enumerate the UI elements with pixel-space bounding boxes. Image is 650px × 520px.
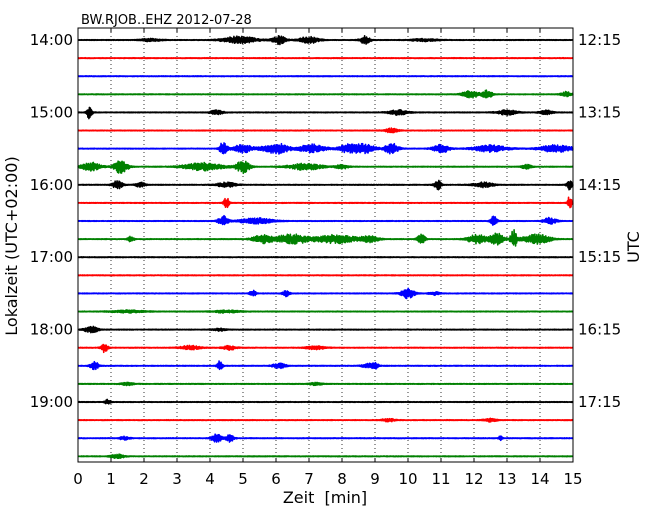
trace-line: [77, 398, 574, 405]
trace-line: [77, 56, 574, 60]
x-tick-label: 13: [497, 470, 516, 488]
trace-line: [77, 287, 574, 300]
trace-line: [77, 256, 574, 259]
x-tick-label: 4: [205, 470, 215, 488]
x-tick-label: 6: [271, 470, 281, 488]
left-axis-ticks: 14:00 15:00 16:00 17:00 18:00 19:00: [30, 31, 82, 411]
x-tick-label: 3: [172, 470, 182, 488]
x-tick-label: 0: [73, 470, 83, 488]
x-tick-label: 8: [337, 470, 347, 488]
x-tick-label: 7: [304, 470, 314, 488]
trace-line: [77, 106, 574, 120]
x-tick-label: 15: [563, 470, 582, 488]
left-tick-label: 17:00: [30, 248, 73, 266]
x-tick-label: 12: [464, 470, 483, 488]
trace-line: [77, 179, 574, 191]
x-axis-label: Zeit [min]: [283, 488, 367, 507]
trace-line: [77, 381, 574, 387]
left-tick-label: 14:00: [30, 31, 73, 49]
trace-line: [77, 214, 574, 226]
x-tick-label: 5: [238, 470, 248, 488]
x-tick-label: 9: [370, 470, 380, 488]
y-axis-label-left: Lokalzeit (UTC+02:00): [2, 156, 21, 335]
trace-line: [77, 229, 574, 247]
left-tick-label: 19:00: [30, 393, 73, 411]
trace-line: [77, 75, 574, 78]
trace-line: [77, 127, 574, 134]
trace-line: [77, 142, 574, 155]
x-tick-label: 11: [431, 470, 450, 488]
grid-lines: [110, 28, 541, 462]
x-axis-ticks: 0 1 2 3 4 5 6 7 8 9 10 11 12 13 14 15: [73, 28, 583, 488]
trace-line: [77, 309, 574, 314]
x-tick-label: 14: [530, 470, 549, 488]
trace-line: [77, 433, 574, 443]
trace-line: [77, 160, 574, 175]
trace-line: [77, 325, 574, 334]
right-tick-label: 13:15: [578, 103, 621, 121]
x-tick-label: 2: [139, 470, 149, 488]
right-tick-label: 12:15: [578, 31, 621, 49]
right-tick-label: 17:15: [578, 393, 621, 411]
trace-line: [77, 89, 574, 99]
right-tick-label: 15:15: [578, 248, 621, 266]
trace-line: [77, 274, 574, 277]
trace-line: [77, 196, 574, 209]
x-tick-label: 10: [398, 470, 417, 488]
chart-title: BW.RJOB..EHZ 2012-07-28: [81, 13, 252, 28]
left-tick-label: 18:00: [30, 321, 73, 339]
x-tick-label: 1: [106, 470, 116, 488]
right-tick-label: 14:15: [578, 176, 621, 194]
plot-frame: [77, 27, 574, 463]
trace-line: [77, 343, 574, 354]
left-tick-label: 16:00: [30, 176, 73, 194]
trace-line: [77, 417, 574, 423]
trace-line: [77, 453, 574, 460]
trace-line: [77, 34, 574, 46]
y-axis-label-right: UTC: [624, 231, 643, 263]
trace-line: [77, 360, 574, 371]
right-tick-label: 16:15: [578, 321, 621, 339]
left-tick-label: 15:00: [30, 103, 73, 121]
seismogram-traces: [77, 34, 574, 460]
right-axis-ticks: 12:15 13:15 14:15 15:15 16:15 17:15: [569, 31, 621, 411]
